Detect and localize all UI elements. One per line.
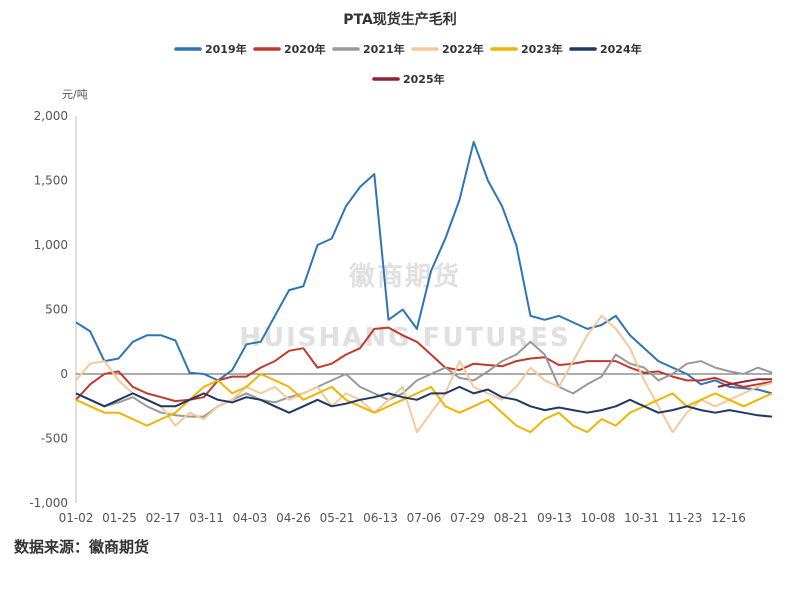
legend-label-4: 2022年 xyxy=(442,42,484,56)
y-tick-label: 0 xyxy=(60,367,68,381)
y-tick-label: 1,000 xyxy=(34,238,68,252)
legend-label-7: 2025年 xyxy=(403,72,445,86)
y-axis-unit: 元/吨 xyxy=(62,88,88,101)
x-tick-label: 08-21 xyxy=(494,511,529,525)
x-tick-label: 06-13 xyxy=(363,511,398,525)
x-tick-label: 10-08 xyxy=(581,511,616,525)
x-tick-label: 03-11 xyxy=(189,511,224,525)
series-line-3 xyxy=(75,340,773,418)
x-tick-label: 02-17 xyxy=(146,511,181,525)
x-tick-label: 07-29 xyxy=(450,511,485,525)
x-axis: 01-02 01-25 02-17 03-11 04-03 04-26 05-21 06-13… xyxy=(59,373,772,525)
series-group xyxy=(75,140,773,434)
legend-label-6: 2024年 xyxy=(600,42,642,56)
y-tick-label: -1,000 xyxy=(29,496,68,510)
y-axis: -1,000 -500 0 500 1,000 1,500 2,000 xyxy=(29,109,77,510)
series-line-6 xyxy=(75,385,773,418)
y-tick-label: 1,500 xyxy=(34,174,68,188)
x-tick-label: 05-21 xyxy=(320,511,355,525)
series-line-4 xyxy=(75,314,773,434)
x-tick-label: 07-06 xyxy=(407,511,442,525)
y-tick-label: 2,000 xyxy=(34,109,68,123)
watermark-cn: 徽商期货 xyxy=(348,261,461,292)
watermark-en: HUISHANG FUTURES xyxy=(239,323,571,353)
watermark: 徽商期货 HUISHANG FUTURES xyxy=(239,261,571,353)
chart-title: PTA现货生产毛利 xyxy=(343,11,457,28)
x-tick-label: 04-26 xyxy=(276,511,311,525)
source-note: 数据来源：徽商期货 xyxy=(14,538,150,556)
legend-label-5: 2023年 xyxy=(521,42,563,56)
y-tick-label: 500 xyxy=(45,303,68,317)
x-tick-label: 09-13 xyxy=(537,511,572,525)
x-tick-label: 01-25 xyxy=(102,511,137,525)
x-tick-label: 12-16 xyxy=(711,511,746,525)
x-tick-label: 11-23 xyxy=(668,511,703,525)
series-line-1 xyxy=(75,140,773,395)
legend-label-2: 2020年 xyxy=(284,42,326,56)
y-tick-label: -500 xyxy=(41,432,68,446)
series-line-7 xyxy=(717,378,772,388)
x-tick-label: 01-02 xyxy=(59,511,94,525)
legend: 2019年 2020年 2021年 2022年 2023年 2024年 2025年 xyxy=(174,42,642,86)
x-tick-label: 04-03 xyxy=(233,511,268,525)
legend-label-3: 2021年 xyxy=(363,42,405,56)
legend-label-1: 2019年 xyxy=(205,42,247,56)
x-tick-label: 10-31 xyxy=(624,511,659,525)
